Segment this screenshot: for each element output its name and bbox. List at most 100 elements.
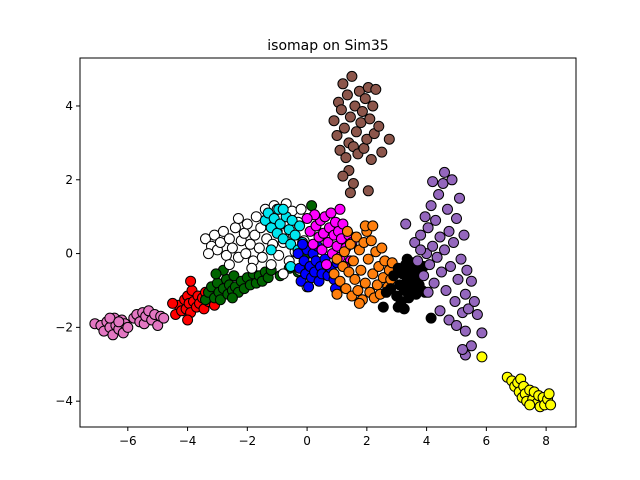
data-point [297,238,309,250]
x-tick-label: 6 [483,434,491,448]
data-point [358,142,370,154]
data-point [238,227,250,239]
data-point [412,255,424,267]
data-point [365,154,377,165]
data-point [383,133,395,145]
data-point [328,115,340,127]
x-tick-label: 4 [423,434,431,448]
data-point [355,264,367,276]
data-point [331,288,343,300]
data-point [427,176,439,188]
data-point [350,231,362,243]
data-point [373,120,385,132]
data-point [265,259,277,271]
data-point [226,292,238,304]
data-point [415,244,427,256]
data-point [439,166,450,178]
data-point [427,240,439,252]
data-point [217,225,229,237]
data-point [445,261,456,272]
data-point [223,233,235,245]
y-tick-label: −4 [55,394,73,408]
chart-title: isomap on Sim35 [267,38,388,54]
data-point [446,174,458,186]
data-point [241,218,253,230]
data-point [543,388,555,400]
data-point [167,297,179,309]
data-point [422,222,434,234]
data-point [344,111,356,123]
data-point [476,351,488,363]
data-point [459,325,471,337]
data-point [346,70,358,82]
data-point [440,285,452,296]
data-point [428,277,440,289]
data-point [367,100,379,112]
data-point [289,229,301,241]
data-point [401,253,413,265]
data-point [285,261,297,272]
data-point [353,297,365,309]
data-point [325,207,337,219]
x-tick-label: 0 [303,434,311,448]
data-point [457,344,468,355]
data-point [434,231,446,243]
data-point [277,233,289,245]
data-point [377,301,389,313]
data-point [442,203,453,215]
data-point [210,268,222,280]
y-tick-label: 2 [65,173,73,187]
data-point [476,327,488,339]
data-point [443,314,455,326]
data-point [223,259,235,271]
data-point [158,312,170,324]
data-point [349,100,361,112]
data-point [380,286,392,298]
data-point [203,248,214,260]
data-point [113,316,125,328]
data-point [361,133,373,145]
data-point [277,203,289,215]
data-point [316,244,328,256]
data-point [425,312,437,324]
data-point [214,294,226,306]
data-point [347,255,359,267]
data-point [434,305,446,317]
data-point [376,242,388,254]
data-point [356,106,368,117]
data-point [185,275,197,287]
data-point [452,273,464,285]
data-point [338,246,350,258]
data-point [340,283,352,295]
data-point [367,268,379,280]
data-point [437,178,449,189]
data-point [449,296,461,307]
data-point [418,270,430,282]
data-point [465,275,477,287]
data-point [545,399,557,411]
data-point [359,93,371,105]
data-point [359,277,371,289]
data-point [430,214,442,226]
data-point [337,170,349,182]
points-layer [89,70,557,413]
x-tick-label: −4 [179,434,197,448]
data-point [370,83,382,95]
data-point [328,268,340,280]
data-point [214,237,226,248]
data-point [425,200,437,212]
data-point [419,211,431,223]
data-point [294,220,306,232]
data-point [376,146,388,158]
data-point [364,113,376,125]
y-tick-label: 0 [65,247,73,261]
data-point [122,321,134,333]
data-point [286,214,298,226]
data-point [424,259,436,271]
data-point [240,248,252,260]
data-point [347,178,359,189]
data-point [448,237,459,248]
x-tick-label: 8 [542,434,550,448]
y-tick-label: 4 [65,99,73,113]
